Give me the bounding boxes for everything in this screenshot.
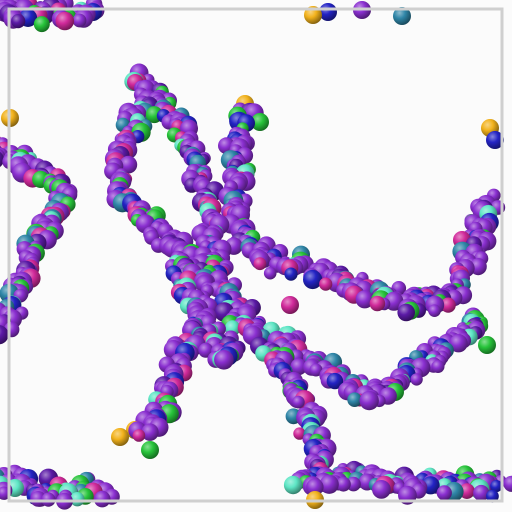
atom-sphere [33, 16, 50, 33]
atom-sphere [70, 492, 85, 507]
atom-sphere [141, 423, 159, 441]
atom-sphere [355, 290, 374, 309]
atom-sphere [281, 296, 299, 314]
atom-sphere [486, 131, 504, 149]
atom-sphere [490, 480, 503, 493]
atom-sphere [431, 360, 445, 373]
atom-sphere [72, 13, 87, 28]
atom-sphere [11, 14, 26, 29]
atom-sphere [283, 475, 303, 495]
atom-sphere [253, 257, 267, 271]
atom-sphere [428, 304, 441, 318]
atom-sphere [336, 476, 351, 492]
atom-sphere [486, 489, 499, 503]
atom-sphere [290, 358, 308, 376]
atom-sphere [319, 474, 339, 494]
atom-sphere [372, 480, 391, 499]
simulation-box-outline [7, 7, 504, 503]
atom-sphere [473, 484, 490, 502]
atom-sphere [397, 303, 416, 322]
atom-sphere [293, 427, 306, 440]
atom-sphere [393, 7, 411, 25]
atom-sphere [306, 478, 324, 496]
atom-sphere [111, 428, 129, 446]
atom-sphere [347, 392, 362, 408]
atom-sphere [0, 325, 9, 345]
atom-sphere [93, 490, 111, 508]
atom-sphere [214, 350, 234, 370]
atom-sphere [440, 297, 456, 313]
atom-sphere [369, 295, 386, 312]
atom-sphere [251, 113, 269, 131]
atom-sphere [449, 334, 468, 353]
atom-sphere [141, 441, 159, 459]
atom-sphere [359, 390, 379, 411]
atom-sphere [319, 3, 337, 21]
atom-sphere [263, 266, 277, 280]
atom-sphere [503, 475, 512, 492]
atom-sphere [410, 373, 423, 386]
atom-sphere [478, 336, 496, 354]
atom-sphere [436, 485, 452, 501]
atom-sphere [309, 363, 323, 377]
atom-sphere [55, 11, 75, 31]
atom-sphere [326, 372, 344, 390]
atom-sphere [284, 267, 298, 281]
atom-sphere [132, 429, 146, 442]
atom-sphere [292, 395, 305, 409]
atom-sphere [319, 277, 333, 291]
atom-sphere [303, 269, 323, 290]
